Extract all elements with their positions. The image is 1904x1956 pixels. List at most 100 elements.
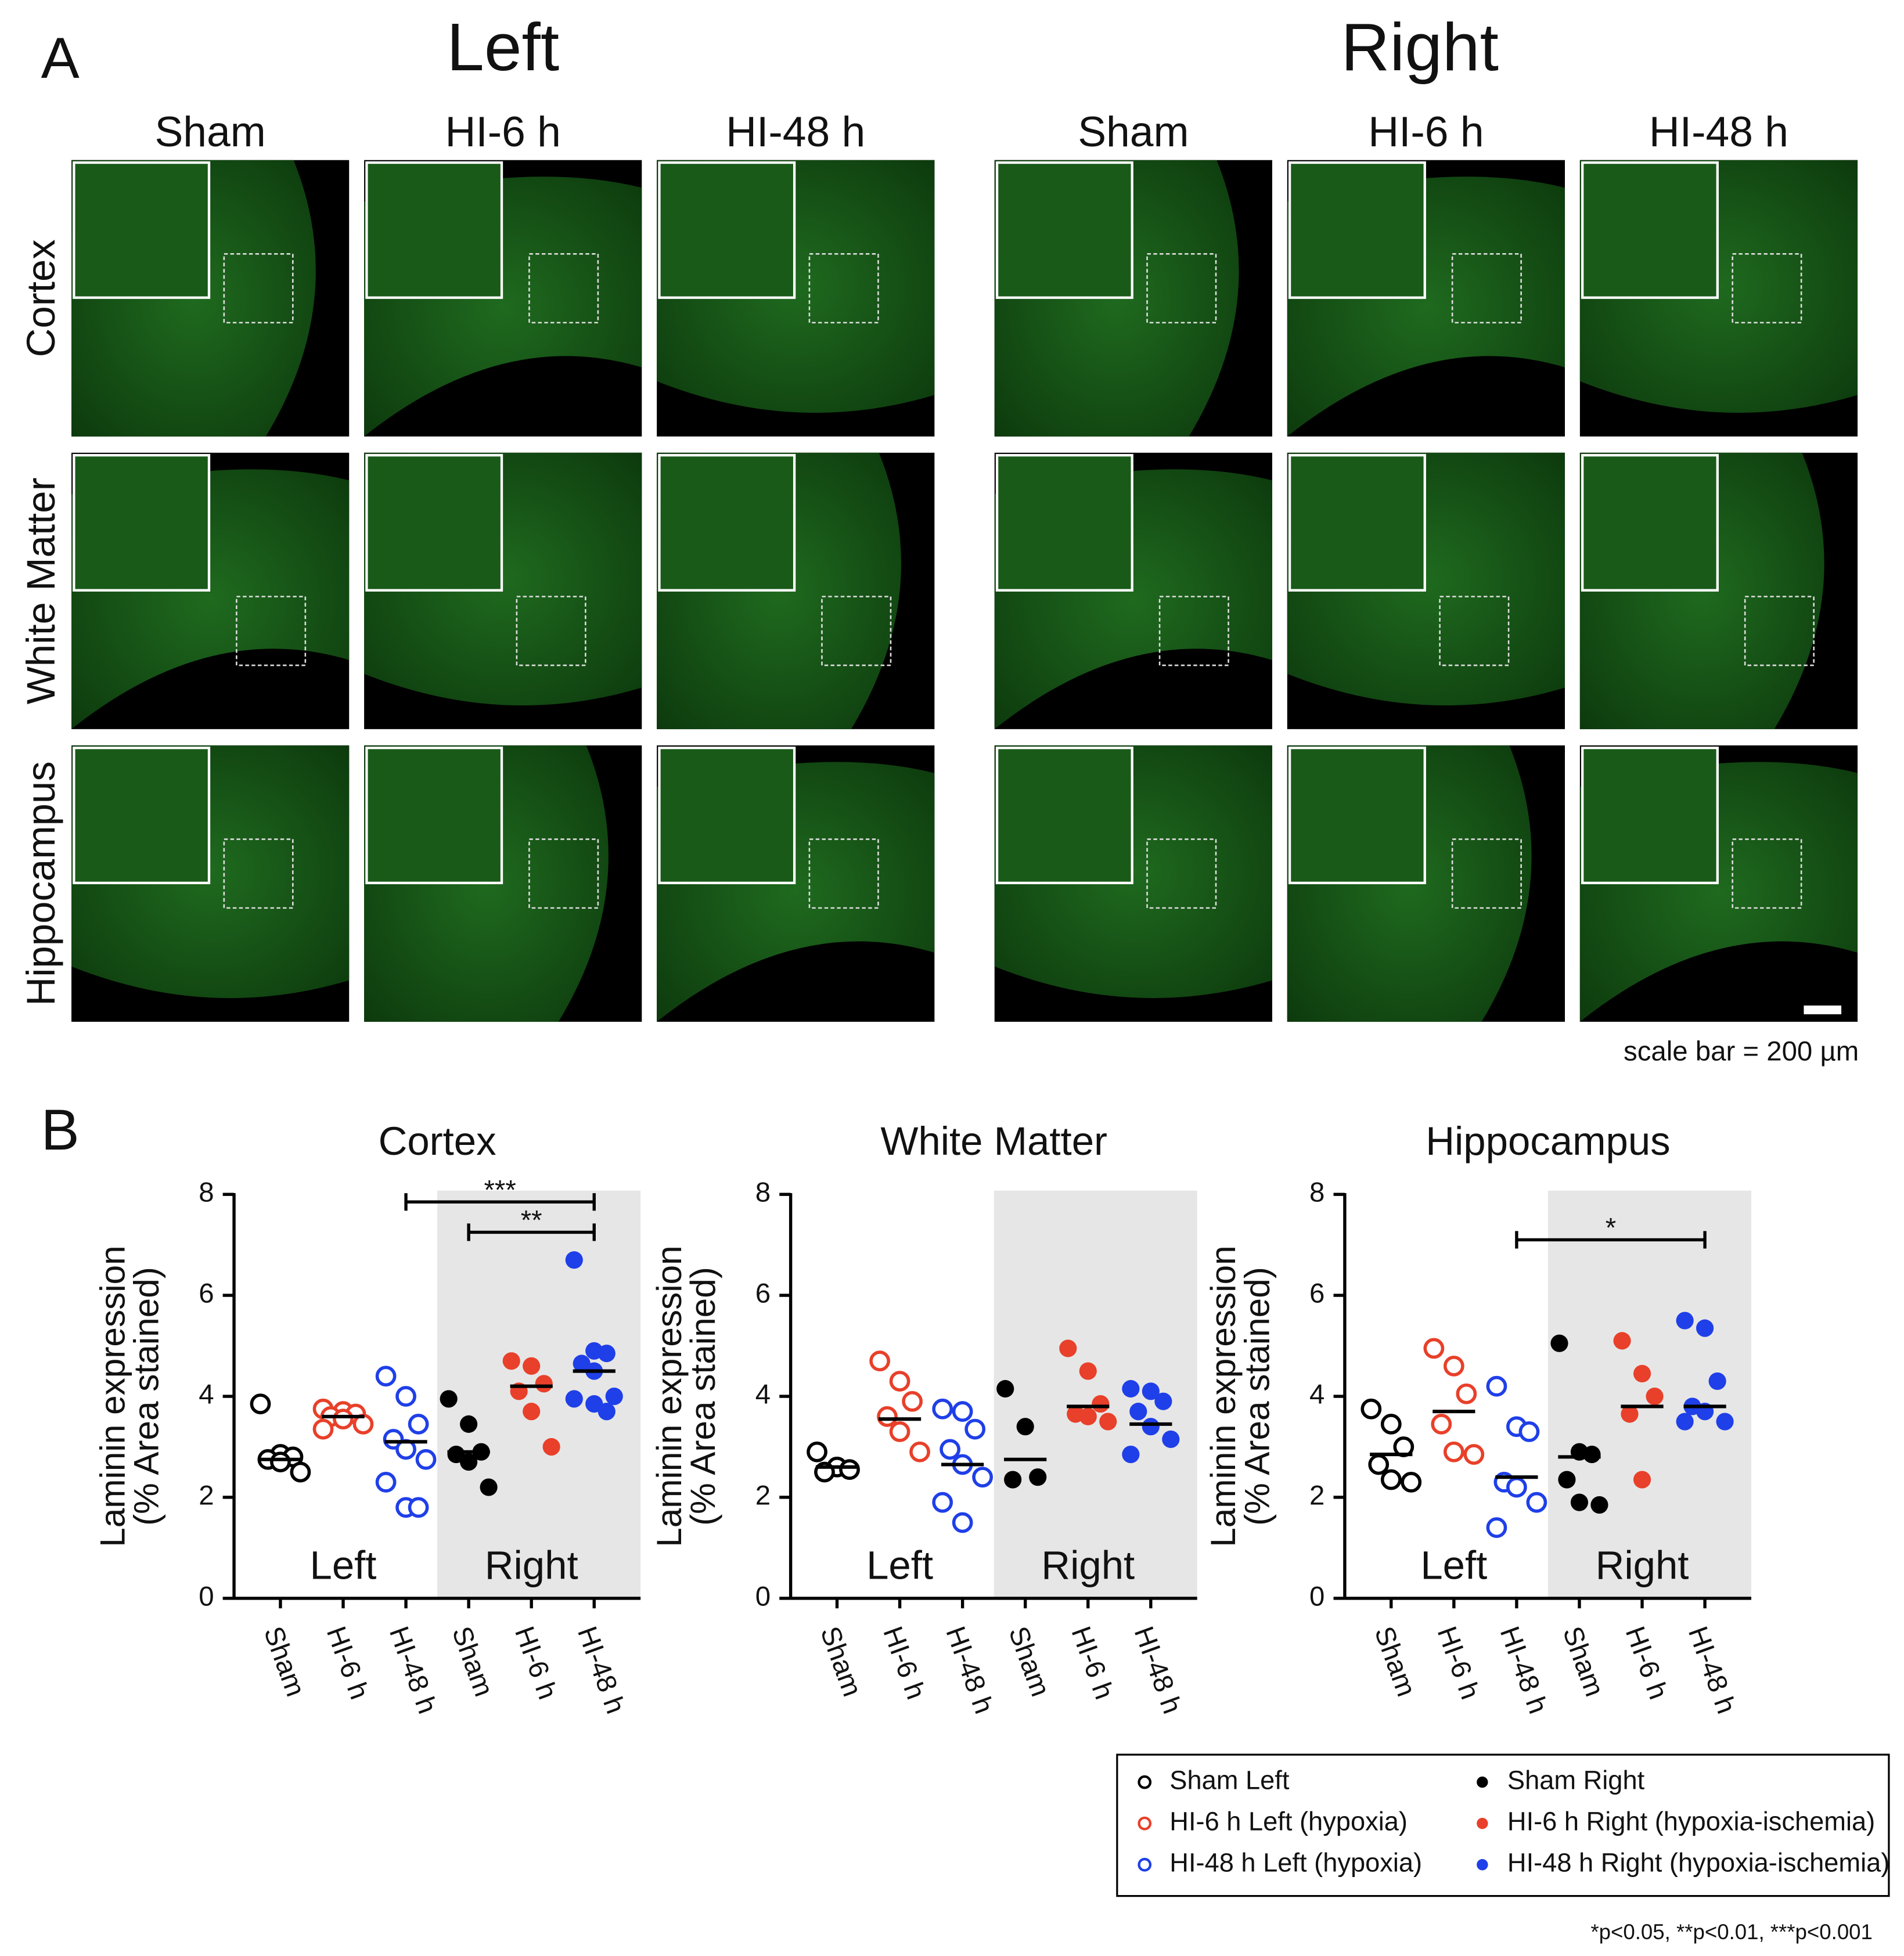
data-point	[1092, 1395, 1110, 1413]
inset	[73, 161, 211, 299]
column-label: HI-6 h	[445, 108, 560, 156]
data-point	[807, 1441, 827, 1463]
x-tick-label: HI-48 h	[1682, 1623, 1742, 1718]
data-point	[1633, 1471, 1651, 1489]
data-point	[1486, 1517, 1507, 1539]
side-label: Left	[310, 1543, 377, 1587]
y-tick-label: 0	[755, 1581, 771, 1612]
legend-marker	[1138, 1816, 1152, 1831]
data-point	[1570, 1493, 1589, 1511]
x-tick-label: HI-48 h	[571, 1623, 631, 1718]
data-point	[542, 1438, 560, 1456]
y-tick-label: 4	[1309, 1379, 1324, 1410]
x-tick-label: HI-6 h	[1431, 1623, 1485, 1703]
roi-box	[808, 838, 879, 909]
y-axis-label: Laminin expression	[1203, 1245, 1243, 1547]
roi-box	[1732, 838, 1802, 909]
data-point	[598, 1345, 616, 1363]
data-point	[408, 1413, 429, 1435]
data-point	[932, 1398, 953, 1420]
data-point	[1676, 1312, 1694, 1330]
data-point	[972, 1467, 993, 1488]
data-point	[1443, 1441, 1464, 1463]
legend-marker	[1477, 1776, 1488, 1788]
footnote: *p<0.05, **p<0.01, ***p<0.001	[1590, 1920, 1873, 1944]
data-point	[1716, 1413, 1734, 1431]
legend-label: Sham Left	[1169, 1766, 1290, 1795]
scale-bar	[1804, 1005, 1842, 1014]
x-tick-label: HI-48 h	[940, 1623, 999, 1718]
y-tick-label: 4	[199, 1379, 214, 1410]
data-point	[932, 1492, 953, 1513]
roi-box	[223, 838, 294, 909]
chart-title: Cortex	[379, 1119, 496, 1163]
inset	[658, 161, 796, 299]
data-point	[889, 1421, 910, 1442]
legend-marker	[1138, 1775, 1152, 1789]
y-tick-label: 0	[199, 1581, 214, 1612]
x-tick-label: Sham	[814, 1623, 868, 1701]
x-tick-label: HI-6 h	[1619, 1623, 1674, 1703]
x-tick-label: HI-48 h	[383, 1623, 443, 1718]
data-point	[839, 1459, 860, 1480]
column-label: HI-48 h	[1649, 108, 1788, 156]
data-point	[1518, 1421, 1540, 1442]
data-point	[1613, 1332, 1631, 1350]
data-point	[1129, 1403, 1147, 1421]
data-point	[902, 1391, 923, 1412]
y-tick-label: 8	[755, 1177, 771, 1208]
inset	[365, 746, 503, 884]
legend-label: HI-48 h Right (hypoxia-ischemia)	[1507, 1848, 1889, 1878]
inset	[365, 453, 503, 592]
data-point	[270, 1451, 291, 1472]
data-point	[395, 1386, 416, 1407]
column-label: HI-6 h	[1368, 108, 1484, 156]
roi-box	[808, 253, 879, 324]
roi-box	[236, 596, 307, 667]
data-point	[952, 1512, 973, 1533]
data-point	[1360, 1398, 1382, 1420]
data-point	[1016, 1418, 1034, 1436]
data-point	[598, 1403, 616, 1421]
roi-box	[821, 596, 892, 667]
scale-bar-label: scale bar = 200 µm	[1624, 1036, 1859, 1067]
y-axis-label: Laminin expression	[92, 1245, 132, 1547]
data-point	[1443, 1355, 1464, 1377]
data-point	[1486, 1375, 1507, 1397]
legend-label: HI-48 h Left (hypoxia)	[1169, 1848, 1422, 1878]
data-point	[1162, 1430, 1180, 1449]
data-point	[1059, 1339, 1077, 1357]
roi-box	[528, 253, 599, 324]
data-point	[1122, 1379, 1140, 1398]
panel-label: A	[41, 26, 80, 90]
legend-label: Sham Right	[1507, 1766, 1645, 1795]
roi-box	[1744, 596, 1815, 667]
y-tick-label: 8	[1309, 1177, 1324, 1208]
x-tick-label: HI-6 h	[877, 1623, 931, 1703]
x-tick-label: Sham	[258, 1623, 311, 1701]
data-point	[996, 1379, 1014, 1398]
data-point	[1029, 1468, 1047, 1486]
inset	[658, 453, 796, 592]
data-point	[1154, 1392, 1172, 1410]
inset	[73, 746, 211, 884]
data-point	[1708, 1372, 1726, 1391]
inset	[365, 161, 503, 299]
roi-box	[528, 838, 599, 909]
y-tick-label: 0	[1309, 1581, 1324, 1612]
inset	[995, 453, 1133, 592]
data-point	[1380, 1469, 1402, 1490]
data-point	[889, 1371, 910, 1392]
legend-marker	[1477, 1817, 1488, 1829]
data-point	[1142, 1418, 1160, 1436]
side-label: Right	[485, 1543, 578, 1587]
x-tick-label: Sham	[446, 1623, 499, 1701]
data-point	[605, 1387, 623, 1406]
inset	[995, 746, 1133, 884]
data-point	[480, 1478, 498, 1496]
roi-box	[1451, 838, 1522, 909]
data-point	[312, 1418, 334, 1440]
data-point	[1463, 1444, 1485, 1465]
data-point	[869, 1350, 890, 1372]
